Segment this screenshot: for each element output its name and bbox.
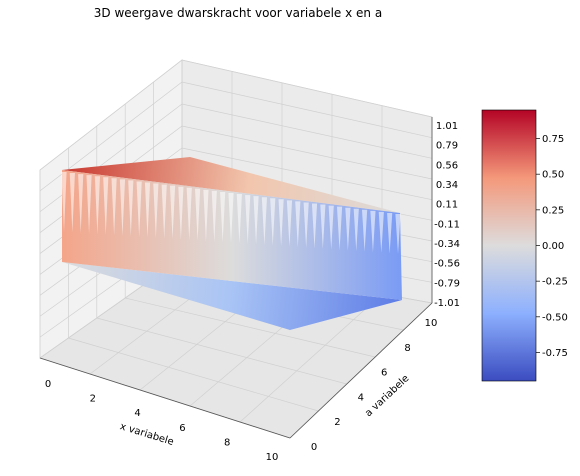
surface-spike xyxy=(228,193,234,243)
surface-spike xyxy=(136,181,142,237)
y-tick-label: 8 xyxy=(404,343,410,354)
grid-line xyxy=(125,297,376,358)
surface-spike xyxy=(153,183,159,239)
surface-spike xyxy=(128,180,134,237)
surface-spike xyxy=(253,196,259,245)
surface-spike xyxy=(320,204,326,250)
surface-spike xyxy=(303,202,309,248)
surface-spike xyxy=(295,201,301,248)
surface-spike xyxy=(378,211,384,253)
x-tick-label: 8 xyxy=(224,437,230,448)
surface-spike xyxy=(178,186,184,240)
surface-spike xyxy=(261,197,267,246)
x-tick-label: 4 xyxy=(134,408,140,419)
colorbar-tick-label: 0.25 xyxy=(542,205,564,216)
colorbar: 0.75 0.50 0.25 0.00 -0.25 -0.50 -0.75 xyxy=(481,109,568,382)
grid-line xyxy=(68,337,319,412)
z-tick-labels: -1.01 -0.79 -0.56 -0.34 -0.11 0.11 0.34 0.56 0.7… xyxy=(434,121,460,309)
z-tick-label: 0.79 xyxy=(436,141,458,152)
y-tick-label: 2 xyxy=(334,417,340,428)
grid-line xyxy=(39,81,433,192)
y-tick-label: 0 xyxy=(311,442,317,453)
colorbar-tick-label: -0.75 xyxy=(542,348,568,359)
colorbar-tick-label: 0.00 xyxy=(542,241,564,252)
surface-spike xyxy=(86,175,92,234)
surface-spike xyxy=(395,214,401,254)
y-tick-label: 10 xyxy=(425,318,438,329)
surface-spike xyxy=(278,199,284,247)
surface-upper-sheet xyxy=(62,157,400,213)
surface-spike xyxy=(370,210,376,253)
surface-spike xyxy=(270,198,276,246)
z-tick-label: 0.56 xyxy=(436,160,458,171)
chart-title: 3D weergave dwarskracht voor variabele x… xyxy=(94,6,382,20)
surface-spike xyxy=(245,195,251,245)
surface-spike xyxy=(203,189,209,242)
surface-spike xyxy=(69,173,75,233)
x-axis-label: x variabele xyxy=(119,421,175,448)
colorbar-tick-label: 0.75 xyxy=(542,134,564,145)
grid-line xyxy=(96,317,347,385)
surface-spike xyxy=(144,182,151,238)
surface-spikes xyxy=(61,172,401,254)
surface-spike xyxy=(311,203,318,249)
surface-spike xyxy=(111,178,117,236)
y-tick-label: 4 xyxy=(358,392,364,403)
surface-spike xyxy=(161,184,167,239)
surface-spike xyxy=(78,174,84,234)
surface-spike xyxy=(211,190,217,242)
surface-spike xyxy=(186,187,192,241)
surface-spike xyxy=(362,209,368,252)
surface-spike xyxy=(328,205,334,250)
surface-spike xyxy=(94,176,100,235)
x-tick-label: 2 xyxy=(90,394,96,405)
colorbar-tick-label: -0.25 xyxy=(542,277,568,288)
surface-spike xyxy=(119,179,126,236)
surface-spike xyxy=(387,212,393,254)
y-tick-labels: 0 2 4 6 8 10 xyxy=(311,318,438,453)
z-tick-label: -0.34 xyxy=(434,239,460,250)
colorbar-tick-label: 0.50 xyxy=(542,170,564,181)
y-tick-label: 6 xyxy=(381,368,387,379)
surface-spike xyxy=(103,177,109,235)
x-tick-labels: 0 2 4 6 8 10 xyxy=(45,379,279,463)
grid-line xyxy=(239,293,383,423)
grid-line xyxy=(39,59,433,171)
surface-spike xyxy=(345,207,351,251)
x-tick-label: 10 xyxy=(266,452,279,463)
colorbar-ticks: 0.75 0.50 0.25 0.00 -0.25 -0.50 -0.75 xyxy=(536,134,568,359)
z-tick-label: 0.11 xyxy=(436,200,458,211)
z-tick-label: -0.79 xyxy=(434,278,460,289)
z-tick-label: -1.01 xyxy=(434,298,460,309)
y-axis-line xyxy=(289,302,433,439)
surface-plot xyxy=(61,157,402,330)
surface-lower-sheet xyxy=(62,262,402,330)
surface-spike xyxy=(336,206,343,251)
surface-spike xyxy=(236,194,242,244)
y-axis-label: a variabele xyxy=(363,373,411,419)
x-axis-line xyxy=(39,357,291,439)
surface-spike xyxy=(353,208,359,252)
surface-spike xyxy=(61,172,67,232)
surface-spike xyxy=(286,200,293,247)
z-tick-label: -0.56 xyxy=(434,259,460,270)
surface-spike xyxy=(195,188,201,241)
surface-spike xyxy=(169,185,176,240)
colorbar-tick-label: -0.50 xyxy=(542,312,568,323)
x-tick-label: 0 xyxy=(45,379,51,390)
surface-spike xyxy=(220,191,226,243)
x-tick-label: 6 xyxy=(179,423,185,434)
z-tick-label: 0.34 xyxy=(436,180,458,191)
z-tick-label: -0.11 xyxy=(434,219,460,230)
z-tick-label: 1.01 xyxy=(436,121,458,132)
colorbar-gradient xyxy=(481,109,537,382)
